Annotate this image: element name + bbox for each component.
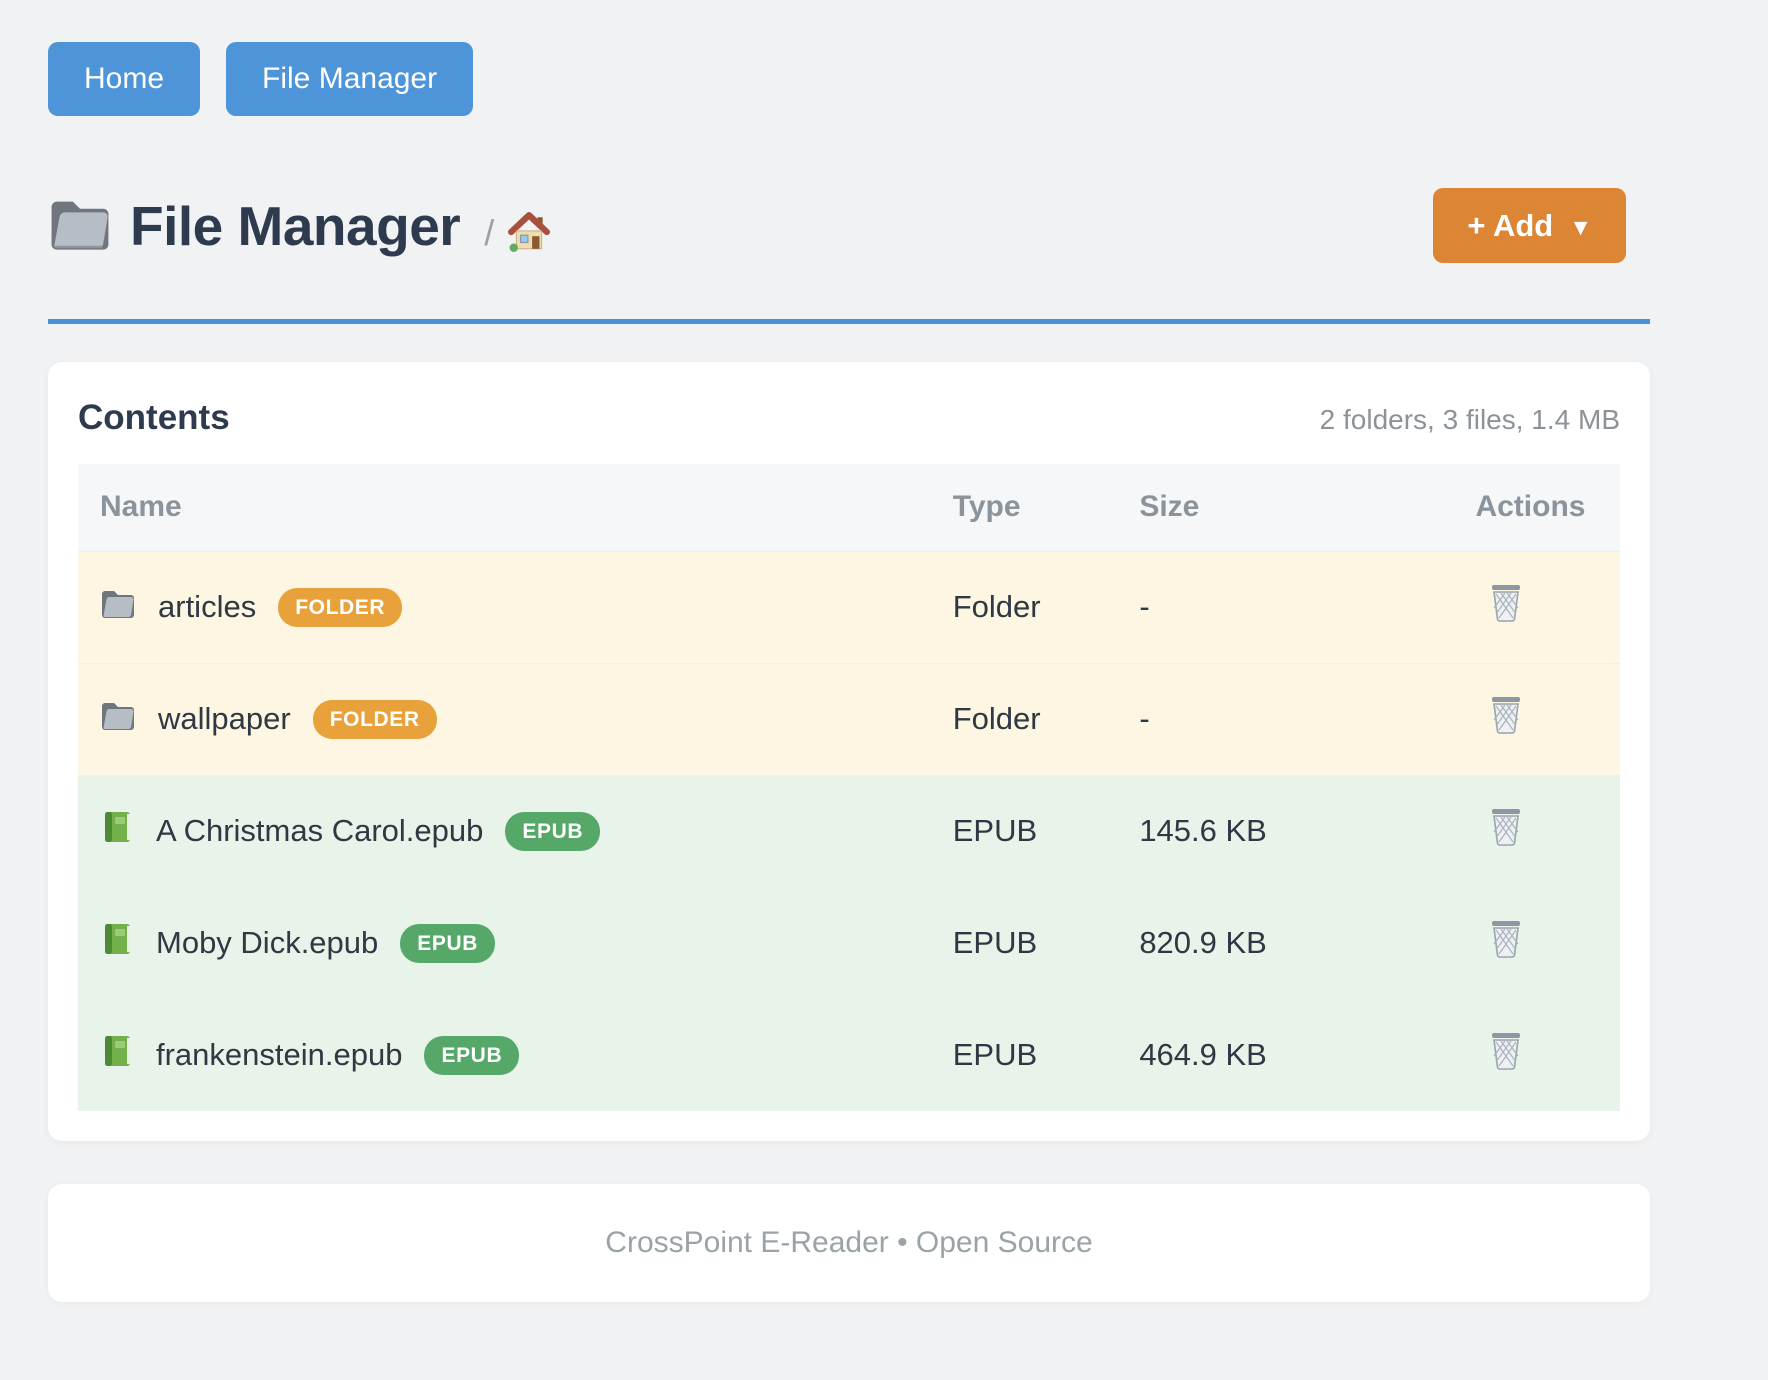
folder-icon bbox=[100, 588, 136, 626]
page: Home File Manager File Manager / bbox=[48, 42, 1650, 1302]
table-header-row: Name Type Size Actions bbox=[78, 464, 1620, 551]
column-header-type: Type bbox=[952, 490, 1021, 524]
add-button[interactable]: + Add ▼ bbox=[1433, 188, 1626, 263]
green-book-icon bbox=[100, 922, 134, 964]
table-row: frankenstein.epub EPUB EPUB 464.9 KB bbox=[78, 999, 1620, 1111]
delete-button[interactable] bbox=[1489, 920, 1523, 958]
table-row: articles FOLDER Folder - bbox=[78, 551, 1620, 663]
footer-card: CrossPoint E-Reader • Open Source bbox=[48, 1184, 1650, 1302]
chevron-down-icon: ▼ bbox=[1569, 214, 1592, 240]
breadcrumb-separator: / bbox=[484, 211, 495, 253]
top-navigation: Home File Manager bbox=[48, 42, 1650, 116]
contents-card: Contents 2 folders, 3 files, 1.4 MB Name… bbox=[48, 362, 1650, 1141]
item-name-link[interactable]: A Christmas Carol.epub bbox=[156, 813, 484, 848]
item-size: - bbox=[1139, 589, 1150, 624]
column-header-name: Name bbox=[100, 490, 182, 524]
item-type: EPUB bbox=[952, 813, 1038, 848]
delete-button[interactable] bbox=[1489, 808, 1523, 846]
folder-icon bbox=[48, 196, 112, 255]
delete-button[interactable] bbox=[1489, 1032, 1523, 1071]
file-table: Name Type Size Actions articles FOL bbox=[78, 464, 1620, 1111]
item-name-link[interactable]: wallpaper bbox=[158, 701, 291, 736]
table-row: Moby Dick.epub EPUB EPUB 820.9 KB bbox=[78, 887, 1620, 999]
table-row: A Christmas Carol.epub EPUB EPUB 145.6 K… bbox=[78, 775, 1620, 887]
item-type: EPUB bbox=[952, 1037, 1038, 1073]
item-type: Folder bbox=[952, 589, 1041, 624]
item-type: EPUB bbox=[952, 925, 1038, 960]
epub-badge: EPUB bbox=[424, 1035, 520, 1075]
delete-button[interactable] bbox=[1489, 696, 1523, 734]
green-book-icon bbox=[100, 810, 134, 852]
contents-heading: Contents bbox=[78, 398, 230, 437]
footer-text: CrossPoint E-Reader • Open Source bbox=[605, 1226, 1093, 1259]
delete-button[interactable] bbox=[1489, 584, 1523, 622]
green-book-icon bbox=[100, 1034, 134, 1076]
epub-badge: EPUB bbox=[400, 923, 496, 963]
page-header: File Manager / + Add ▼ bbox=[48, 188, 1650, 263]
item-name-link[interactable]: articles bbox=[158, 589, 257, 624]
breadcrumb-house-icon[interactable] bbox=[508, 211, 551, 253]
column-header-size: Size bbox=[1139, 490, 1200, 524]
column-header-actions: Actions bbox=[1475, 490, 1586, 524]
contents-summary: 2 folders, 3 files, 1.4 MB bbox=[1319, 404, 1620, 435]
epub-badge: EPUB bbox=[505, 811, 601, 851]
item-size: - bbox=[1139, 701, 1150, 736]
folder-badge: FOLDER bbox=[278, 587, 403, 627]
accent-divider bbox=[48, 319, 1650, 324]
table-row: wallpaper FOLDER Folder - bbox=[78, 663, 1620, 775]
item-size: 145.6 KB bbox=[1139, 813, 1267, 848]
item-type: Folder bbox=[952, 701, 1041, 736]
item-name-link[interactable]: Moby Dick.epub bbox=[156, 925, 379, 960]
folder-icon bbox=[100, 700, 136, 738]
item-size: 464.9 KB bbox=[1139, 1037, 1267, 1073]
nav-home-button[interactable]: Home bbox=[48, 42, 201, 116]
add-button-label: + Add bbox=[1467, 207, 1554, 243]
nav-file-manager-button[interactable]: File Manager bbox=[226, 42, 474, 116]
item-name-link[interactable]: frankenstein.epub bbox=[156, 1037, 403, 1073]
folder-badge: FOLDER bbox=[312, 699, 437, 739]
page-title: File Manager bbox=[130, 194, 461, 257]
item-size: 820.9 KB bbox=[1139, 925, 1267, 960]
